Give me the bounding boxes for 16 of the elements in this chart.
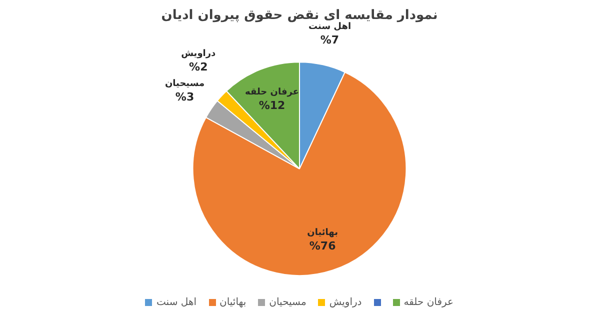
data-label: %3: [175, 90, 194, 104]
legend-label: دراویش: [329, 296, 362, 308]
legend-label: مسیحیان: [269, 296, 306, 308]
slice-label: مسیحیان: [164, 79, 205, 90]
slice-label: عرفان حلقه: [245, 88, 299, 98]
slice-label: اهل سنت: [308, 22, 352, 32]
data-label: %12: [258, 99, 286, 112]
legend-label: عرفان حلقه: [404, 296, 454, 308]
data-label: %2: [189, 60, 208, 74]
chart-title: نمودار مقایسه ای نقض حقوق پیروان ادیان: [161, 8, 438, 24]
data-label: %76: [309, 240, 336, 253]
data-label: %7: [320, 33, 340, 46]
slice-label: دراویش: [181, 49, 216, 60]
legend-label: اهل سنت: [156, 296, 197, 308]
legend-label: بهائیان: [220, 296, 246, 308]
slice-label: بهائیان: [307, 228, 338, 238]
